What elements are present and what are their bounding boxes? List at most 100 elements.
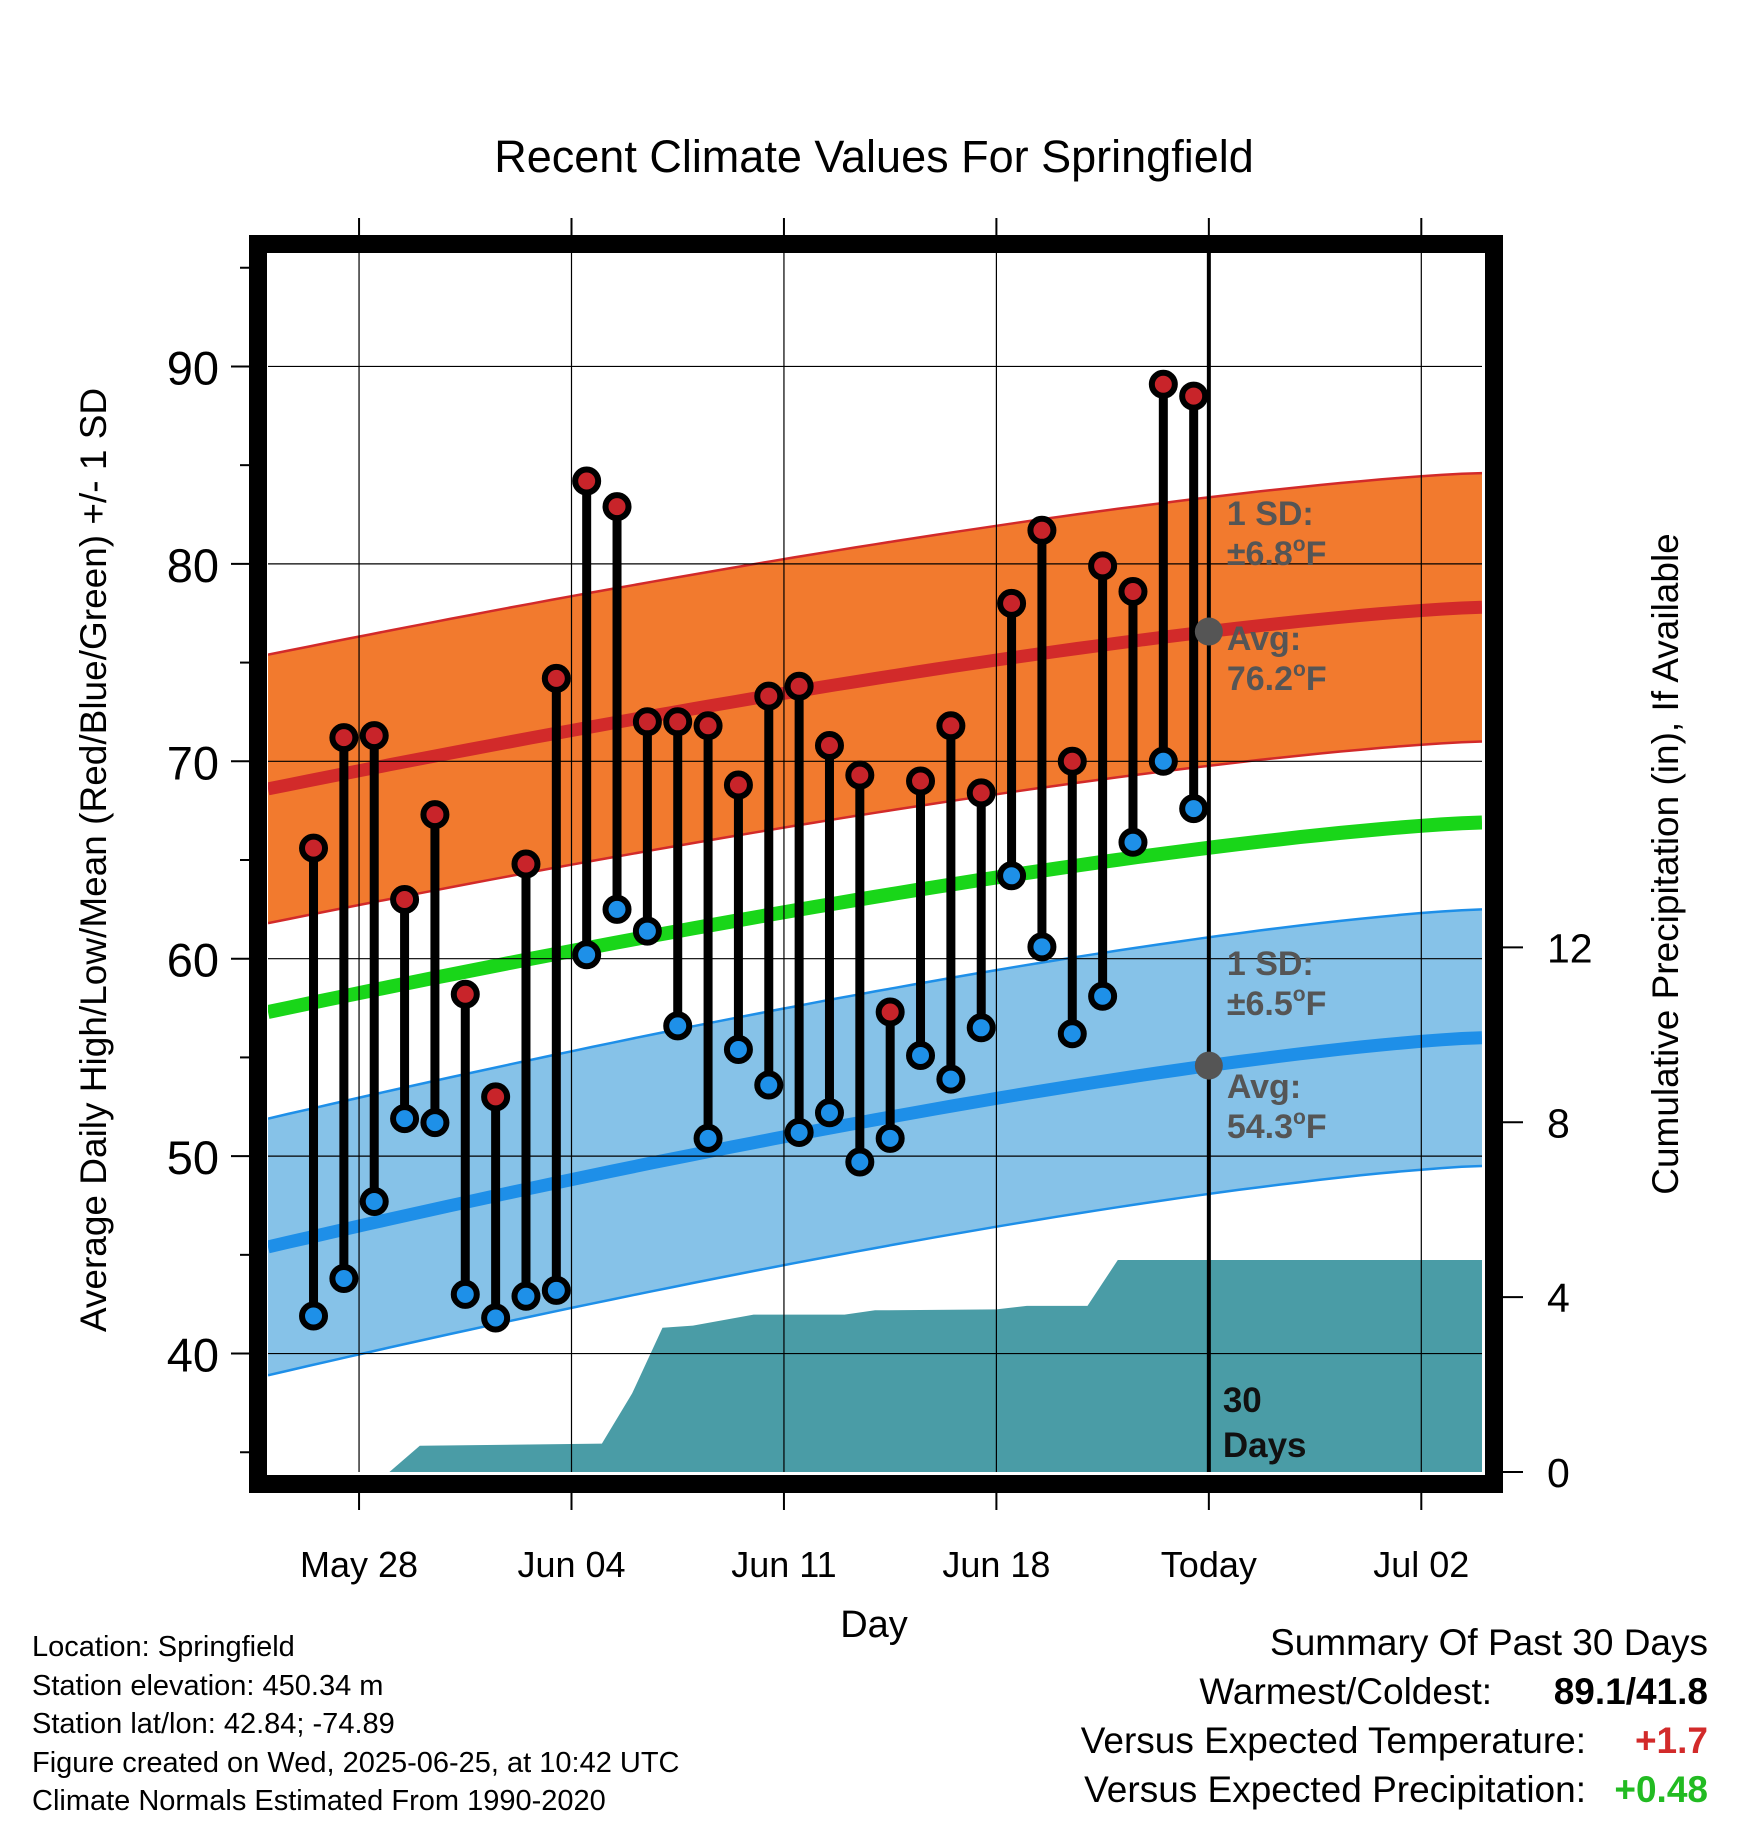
y-tick-label-right: 12: [1547, 925, 1593, 971]
high-sd-title: 1 SD:: [1227, 495, 1314, 533]
daily-low-point: [1179, 794, 1209, 824]
summary-warmest-row: Warmest/Coldest: 89.1/41.8: [1081, 1667, 1708, 1716]
x-tick-label: Today: [1161, 1544, 1257, 1585]
daily-high-point: [481, 1082, 511, 1112]
elevation-text: Station elevation: 450.34 m: [32, 1669, 384, 1702]
daily-low-point: [693, 1123, 723, 1153]
days-word-label: Days: [1223, 1426, 1307, 1465]
temp-label: Versus Expected Temperature:: [1080, 1720, 1586, 1761]
latlon-text: Station lat/lon: 42.84; -74.89: [32, 1708, 395, 1740]
daily-low-point: [663, 1011, 693, 1041]
daily-low-point: [1027, 932, 1057, 962]
daily-high-point: [1148, 369, 1178, 399]
daily-low-point: [632, 916, 662, 946]
daily-low-point: [299, 1301, 329, 1331]
low-avg-value: 54.3oF: [1227, 1106, 1327, 1146]
daily-low-point: [359, 1187, 389, 1217]
x-tick-label: Jun 04: [517, 1544, 625, 1585]
daily-high-point: [632, 707, 662, 737]
mean-normal-line: [268, 815, 1482, 1019]
daily-low-point: [875, 1123, 905, 1153]
daily-low-point: [966, 1013, 996, 1043]
daily-low-point: [997, 861, 1027, 891]
low-sd-title: 1 SD:: [1227, 945, 1314, 983]
daily-high-point: [572, 466, 602, 496]
daily-high-point: [541, 663, 571, 693]
y-tick-label-left: 70: [167, 736, 219, 789]
low-band-upper-edge: [268, 908, 1482, 1120]
created-text: Figure created on Wed, 2025-06-25, at 10…: [32, 1746, 680, 1779]
daily-high-point: [845, 760, 875, 790]
x-tick-label: May 28: [300, 1544, 418, 1585]
daily-high-point: [299, 833, 329, 863]
daily-low-point: [754, 1070, 784, 1100]
daily-high-point: [1118, 577, 1148, 607]
y-tick-label-left: 80: [167, 539, 219, 592]
location-text: Location: Springfield: [32, 1631, 295, 1663]
daily-high-point: [1057, 746, 1087, 776]
days-number-label: 30: [1223, 1381, 1262, 1420]
chart-title: Recent Climate Values For Springfield: [494, 131, 1254, 182]
daily-high-point: [1088, 551, 1118, 581]
daily-high-point: [602, 492, 632, 522]
daily-low-point: [481, 1303, 511, 1333]
station-info: Location: Springfield Station elevation:…: [32, 1628, 680, 1821]
daily-low-point: [784, 1117, 814, 1147]
high-avg-value: 76.2oF: [1227, 658, 1327, 698]
x-tick-label: Jun 11: [731, 1544, 836, 1585]
daily-low-point: [1118, 827, 1148, 857]
high-band-upper-edge: [268, 471, 1482, 656]
summary-panel: Summary Of Past 30 Days Warmest/Coldest:…: [1081, 1618, 1708, 1814]
daily-high-point: [450, 979, 480, 1009]
y-tick-label-right: 4: [1547, 1275, 1570, 1321]
high-avg-today-marker: [1194, 617, 1223, 646]
daily-high-point: [329, 723, 359, 753]
y-tick-label-left: 60: [167, 934, 219, 987]
x-tick-label: Jun 18: [942, 1544, 1050, 1585]
x-tick-label: Jul 02: [1373, 1544, 1469, 1585]
y-tick-label-right: 0: [1547, 1450, 1570, 1496]
daily-low-point: [541, 1275, 571, 1305]
daily-high-point: [906, 766, 936, 796]
daily-high-point: [1179, 381, 1209, 411]
normals-text: Climate Normals Estimated From 1990-2020: [32, 1785, 606, 1817]
y-tick-label-left: 40: [167, 1329, 219, 1382]
low-normal-line: [268, 1031, 1482, 1254]
precip-label: Versus Expected Precipitation:: [1084, 1769, 1586, 1810]
daily-low-point: [420, 1108, 450, 1138]
y-tick-label-left: 90: [167, 341, 219, 394]
plot-frame: [249, 235, 1503, 1493]
daily-high-point: [1027, 515, 1057, 545]
low-sd-value: ±6.5oF: [1227, 983, 1327, 1023]
daily-low-point: [814, 1098, 844, 1128]
high-normal-line: [268, 600, 1482, 796]
daily-high-point: [663, 707, 693, 737]
daily-low-point: [1088, 981, 1118, 1011]
x-axis-label: Day: [840, 1604, 908, 1646]
summary-temp-row: Versus Expected Temperature: +1.7: [1081, 1716, 1708, 1765]
daily-low-point: [1148, 746, 1178, 776]
daily-high-point: [723, 770, 753, 800]
temp-value: +1.7: [1634, 1720, 1708, 1761]
plot-area: [268, 248, 1482, 1472]
high-avg-title: Avg:: [1227, 620, 1301, 658]
summary-heading: Summary Of Past 30 Days: [1270, 1622, 1708, 1663]
daily-low-point: [723, 1035, 753, 1065]
daily-low-point: [511, 1281, 541, 1311]
daily-high-point: [784, 671, 814, 701]
daily-low-point: [906, 1040, 936, 1070]
warmest-label: Warmest/Coldest:: [1199, 1671, 1492, 1712]
daily-low-point: [390, 1104, 420, 1134]
daily-high-point: [420, 800, 450, 830]
summary-precip-row: Versus Expected Precipitation: +0.48: [1081, 1765, 1708, 1814]
y-axis-label-right: Cumulative Precipitation (in), If Availa…: [1645, 533, 1686, 1195]
daily-low-point: [602, 894, 632, 924]
y-tick-label-right: 8: [1547, 1100, 1570, 1146]
low-avg-today-marker: [1194, 1051, 1223, 1080]
daily-low-point: [1057, 1019, 1087, 1049]
precip-value: +0.48: [1614, 1769, 1708, 1810]
daily-high-point: [875, 997, 905, 1027]
daily-low-point: [572, 940, 602, 970]
high-band-lower-edge: [268, 740, 1482, 925]
